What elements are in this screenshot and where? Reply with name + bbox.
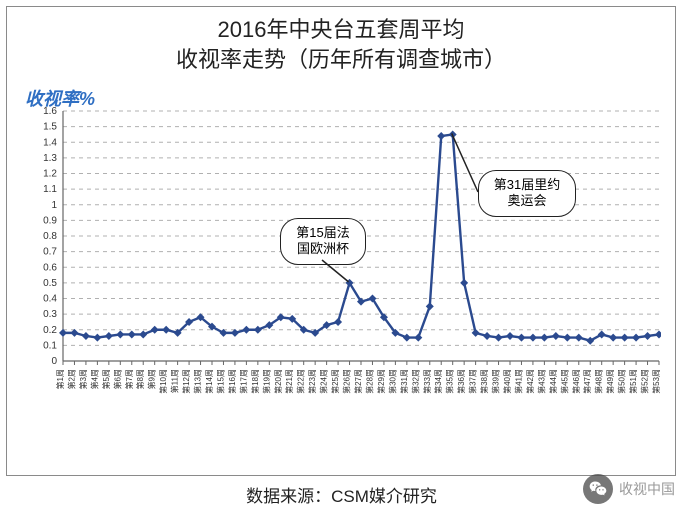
- svg-text:第12周: 第12周: [181, 369, 191, 394]
- svg-text:第31周: 第31周: [399, 369, 409, 394]
- callout-euro-line2: 国欧洲杯: [297, 241, 349, 256]
- wechat-icon: [583, 474, 613, 504]
- svg-text:第23周: 第23周: [307, 369, 317, 394]
- svg-text:第35周: 第35周: [445, 369, 455, 394]
- svg-text:第53周: 第53周: [651, 369, 661, 394]
- svg-text:第18周: 第18周: [250, 369, 260, 394]
- watermark: 收视中国: [583, 474, 675, 504]
- svg-text:0: 0: [51, 356, 57, 367]
- svg-text:第10周: 第10周: [158, 369, 168, 394]
- svg-text:第28周: 第28周: [364, 369, 374, 394]
- callout-rio-olympics: 第31届里约 奥运会: [478, 170, 576, 217]
- svg-text:第32周: 第32周: [410, 369, 420, 394]
- svg-text:第9周: 第9周: [147, 369, 157, 389]
- svg-text:第49周: 第49周: [605, 369, 615, 394]
- svg-text:第44周: 第44周: [548, 369, 558, 394]
- callout-euro-line1: 第15届法: [296, 225, 349, 240]
- svg-text:0.7: 0.7: [43, 247, 57, 258]
- title-line2: 收视率走势（历年所有调查城市）: [176, 47, 506, 72]
- svg-text:1.1: 1.1: [43, 184, 57, 195]
- svg-text:第17周: 第17周: [238, 369, 248, 394]
- svg-text:第39周: 第39周: [491, 369, 501, 394]
- title-line1: 2016年中央台五套周平均: [218, 17, 465, 42]
- svg-text:第25周: 第25周: [330, 369, 340, 394]
- svg-text:第27周: 第27周: [353, 369, 363, 394]
- svg-text:第33周: 第33周: [422, 369, 432, 394]
- svg-text:0.8: 0.8: [43, 231, 57, 242]
- svg-text:1.3: 1.3: [43, 153, 57, 164]
- svg-text:第43周: 第43周: [536, 369, 546, 394]
- watermark-text: 收视中国: [619, 479, 675, 499]
- svg-text:0.4: 0.4: [43, 294, 57, 305]
- data-source: 数据来源：CSM媒介研究: [0, 482, 683, 507]
- svg-text:第34周: 第34周: [433, 369, 443, 394]
- svg-text:0.6: 0.6: [43, 262, 57, 273]
- svg-text:第30周: 第30周: [387, 369, 397, 394]
- callout-rio-line1: 第31届里约: [494, 177, 560, 192]
- svg-text:第41周: 第41周: [513, 369, 523, 394]
- svg-text:第7周: 第7周: [124, 369, 134, 389]
- svg-text:第4周: 第4周: [89, 369, 99, 389]
- svg-text:第40周: 第40周: [502, 369, 512, 394]
- svg-text:0.9: 0.9: [43, 215, 57, 226]
- callout-euro-cup: 第15届法 国欧洲杯: [280, 218, 366, 265]
- svg-text:第21周: 第21周: [284, 369, 294, 394]
- svg-text:第13周: 第13周: [193, 369, 203, 394]
- svg-text:第11周: 第11周: [170, 369, 180, 393]
- svg-text:第36周: 第36周: [456, 369, 466, 394]
- svg-text:第2周: 第2周: [66, 369, 76, 389]
- svg-text:第19周: 第19周: [261, 369, 271, 394]
- svg-text:0.1: 0.1: [43, 340, 57, 351]
- svg-text:1: 1: [51, 200, 57, 211]
- svg-text:第51周: 第51周: [628, 369, 638, 394]
- svg-text:1.5: 1.5: [43, 122, 57, 133]
- svg-text:第29周: 第29周: [376, 369, 386, 394]
- svg-text:第37周: 第37周: [468, 369, 478, 394]
- svg-text:第15周: 第15周: [215, 369, 225, 394]
- svg-text:第16周: 第16周: [227, 369, 237, 394]
- svg-text:第52周: 第52周: [640, 369, 650, 394]
- svg-text:1.4: 1.4: [43, 137, 57, 148]
- svg-text:第24周: 第24周: [319, 369, 329, 394]
- svg-text:第50周: 第50周: [617, 369, 627, 394]
- svg-text:第22周: 第22周: [296, 369, 306, 394]
- svg-text:第48周: 第48周: [594, 369, 604, 394]
- svg-text:第47周: 第47周: [582, 369, 592, 394]
- svg-text:第46周: 第46周: [571, 369, 581, 394]
- svg-text:第14周: 第14周: [204, 369, 214, 394]
- svg-text:第3周: 第3周: [78, 369, 88, 389]
- svg-text:第20周: 第20周: [273, 369, 283, 394]
- svg-text:0.5: 0.5: [43, 278, 57, 289]
- svg-text:0.2: 0.2: [43, 325, 57, 336]
- svg-text:第5周: 第5周: [101, 369, 111, 389]
- svg-text:0.3: 0.3: [43, 309, 57, 320]
- svg-text:第6周: 第6周: [112, 369, 122, 389]
- svg-text:第42周: 第42周: [525, 369, 535, 394]
- callout-rio-line2: 奥运会: [507, 193, 546, 208]
- svg-text:1.6: 1.6: [43, 106, 57, 117]
- chart-title: 2016年中央台五套周平均 收视率走势（历年所有调查城市）: [7, 15, 675, 74]
- svg-text:1.2: 1.2: [43, 169, 57, 180]
- svg-text:第26周: 第26周: [342, 369, 352, 394]
- svg-text:第38周: 第38周: [479, 369, 489, 394]
- svg-text:第8周: 第8周: [135, 369, 145, 389]
- svg-text:第45周: 第45周: [559, 369, 569, 394]
- svg-text:第1周: 第1周: [55, 369, 65, 389]
